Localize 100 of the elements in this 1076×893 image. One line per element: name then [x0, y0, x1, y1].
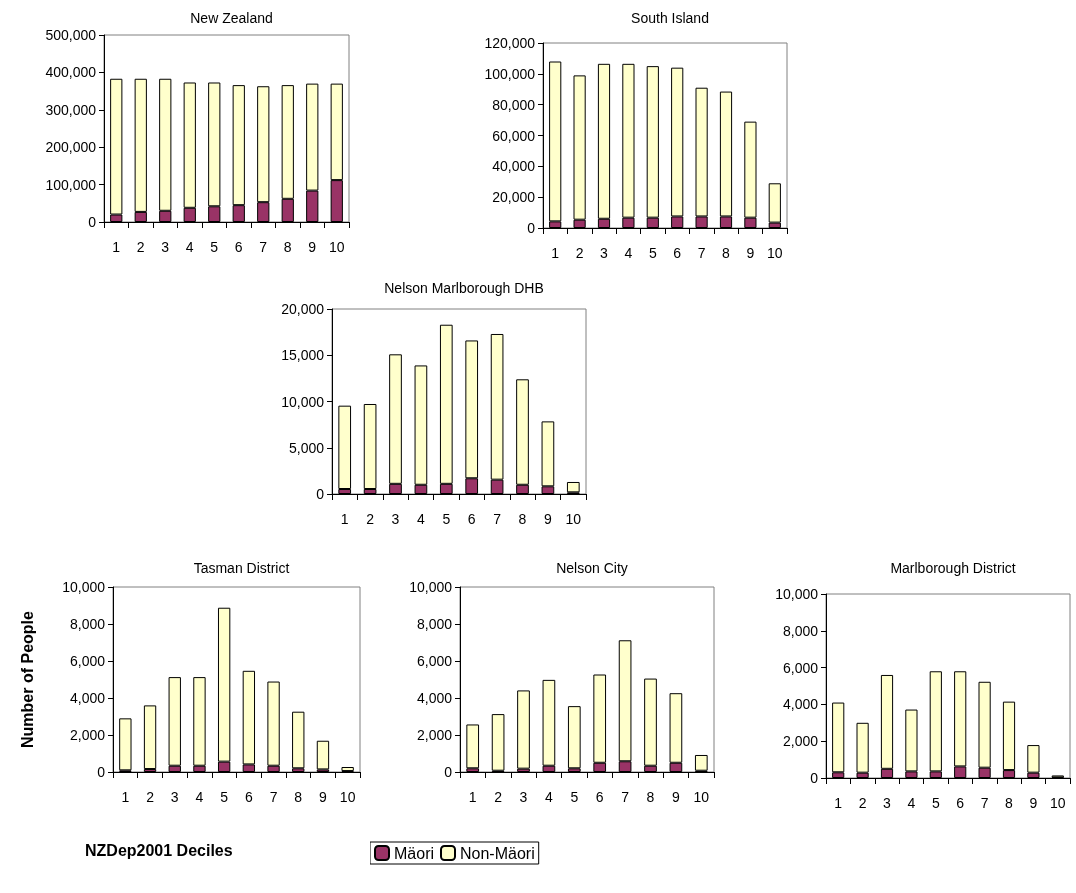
x-tick-label: 7 — [621, 789, 630, 805]
y-tick-label: 4,000 — [69, 690, 106, 706]
y-tick-label: 10,000 — [62, 579, 106, 595]
x-tick-label: 4 — [545, 789, 553, 805]
x-tick-label: 6 — [956, 795, 965, 811]
bar — [143, 705, 157, 770]
x-tick-label: 5 — [442, 511, 451, 527]
y-tick-label: 0 — [527, 220, 536, 236]
x-tick-label: 9 — [1029, 795, 1038, 811]
x-tick-label: 1 — [551, 245, 560, 261]
y-tick-label: 0 — [88, 214, 97, 230]
y-tick-label: 300,000 — [45, 101, 97, 118]
y-tick-label: 0 — [444, 764, 453, 780]
chart-title: Tasman District — [193, 560, 290, 576]
y-axis-title: Number of People — [18, 610, 36, 748]
x-tick-label: 6 — [595, 789, 604, 805]
x-tick-label: 4 — [907, 795, 916, 811]
x-tick-label: 8 — [646, 789, 655, 805]
x-tick-label: 5 — [931, 795, 940, 811]
x-tick-label: 10 — [565, 511, 582, 527]
y-tick-label: 10,000 — [775, 586, 819, 602]
x-tick-label: 3 — [391, 511, 400, 527]
x-tick-label: 7 — [269, 789, 278, 805]
bar — [466, 724, 480, 769]
x-tick-label: 8 — [283, 239, 292, 255]
x-tick-label: 10 — [339, 789, 356, 805]
chart-title: South Island — [631, 10, 709, 26]
x-tick-label: 9 — [544, 511, 552, 527]
x-tick-label: 1 — [834, 795, 843, 811]
bar — [517, 690, 530, 769]
x-tick-label: 8 — [1005, 795, 1014, 811]
bar — [292, 711, 305, 769]
x-tick-label: 3 — [883, 795, 892, 811]
y-tick-label: 6,000 — [69, 653, 106, 669]
bar — [119, 718, 132, 771]
y-tick-label: 20,000 — [281, 301, 325, 317]
x-tick-label: 10 — [767, 245, 783, 261]
x-tick-label: 3 — [600, 245, 609, 261]
y-tick-label: 15,000 — [281, 347, 325, 364]
legend-label: Non-Mäori — [460, 844, 535, 862]
x-tick-label: 4 — [185, 239, 194, 255]
y-tick-label: 2,000 — [782, 733, 819, 750]
y-tick-label: 40,000 — [492, 158, 536, 175]
y-tick-label: 200,000 — [45, 139, 97, 156]
y-tick-label: 100,000 — [45, 176, 97, 193]
x-tick-label: 3 — [170, 789, 179, 805]
y-tick-label: 4,000 — [782, 696, 819, 713]
x-tick-label: 4 — [624, 245, 633, 261]
y-tick-label: 0 — [316, 486, 325, 502]
bar — [338, 405, 352, 490]
y-tick-label: 2,000 — [69, 727, 106, 743]
x-tick-label: 2 — [366, 511, 375, 527]
y-tick-label: 0 — [97, 764, 106, 780]
x-tick-label: 4 — [417, 511, 425, 527]
y-tick-label: 120,000 — [484, 35, 536, 51]
x-axis-title: NZDep2001 Deciles — [85, 841, 233, 859]
x-tick-label: 2 — [146, 789, 155, 805]
y-tick-label: 6,000 — [782, 659, 819, 676]
x-tick-label: 1 — [468, 789, 477, 805]
x-tick-label: 7 — [493, 511, 502, 527]
x-tick-label: 6 — [234, 239, 243, 255]
y-tick-label: 8,000 — [782, 622, 819, 639]
x-tick-label: 1 — [340, 511, 349, 527]
y-tick-label: 2,000 — [416, 727, 453, 743]
x-tick-label: 9 — [319, 789, 328, 805]
bar — [567, 706, 581, 769]
y-tick-label: 4,000 — [416, 690, 453, 706]
y-tick-label: 400,000 — [45, 64, 97, 81]
x-tick-label: 3 — [519, 789, 528, 805]
x-tick-label: 6 — [244, 789, 253, 805]
chart-title: Nelson Marlborough DHB — [384, 280, 544, 296]
x-tick-label: 2 — [575, 245, 584, 261]
y-tick-label: 5,000 — [288, 439, 325, 456]
x-tick-label: 6 — [673, 245, 682, 261]
x-tick-label: 7 — [980, 795, 989, 811]
y-tick-label: 20,000 — [492, 189, 536, 206]
x-tick-label: 2 — [494, 789, 503, 805]
chart-title: Nelson City — [556, 560, 628, 576]
x-tick-label: 7 — [697, 245, 706, 261]
chart-title: New Zealand — [190, 10, 273, 26]
x-tick-label: 4 — [195, 789, 204, 805]
x-tick-label: 2 — [858, 795, 867, 811]
y-tick-label: 100,000 — [484, 65, 536, 82]
y-tick-label: 0 — [810, 770, 819, 786]
y-tick-label: 80,000 — [492, 96, 536, 113]
x-tick-label: 10 — [1050, 795, 1066, 811]
bar — [363, 404, 377, 490]
y-tick-label: 10,000 — [281, 393, 325, 410]
x-tick-label: 8 — [294, 789, 303, 805]
x-tick-label: 9 — [308, 239, 317, 255]
x-tick-label: 8 — [518, 511, 527, 527]
x-tick-label: 8 — [722, 245, 731, 261]
x-tick-label: 1 — [121, 789, 130, 805]
y-tick-label: 10,000 — [409, 579, 453, 595]
x-tick-label: 10 — [693, 789, 710, 805]
y-tick-label: 500,000 — [45, 27, 97, 43]
x-tick-label: 5 — [220, 789, 229, 805]
x-tick-label: 7 — [259, 239, 268, 255]
x-tick-label: 1 — [112, 239, 121, 255]
x-tick-label: 5 — [648, 245, 657, 261]
